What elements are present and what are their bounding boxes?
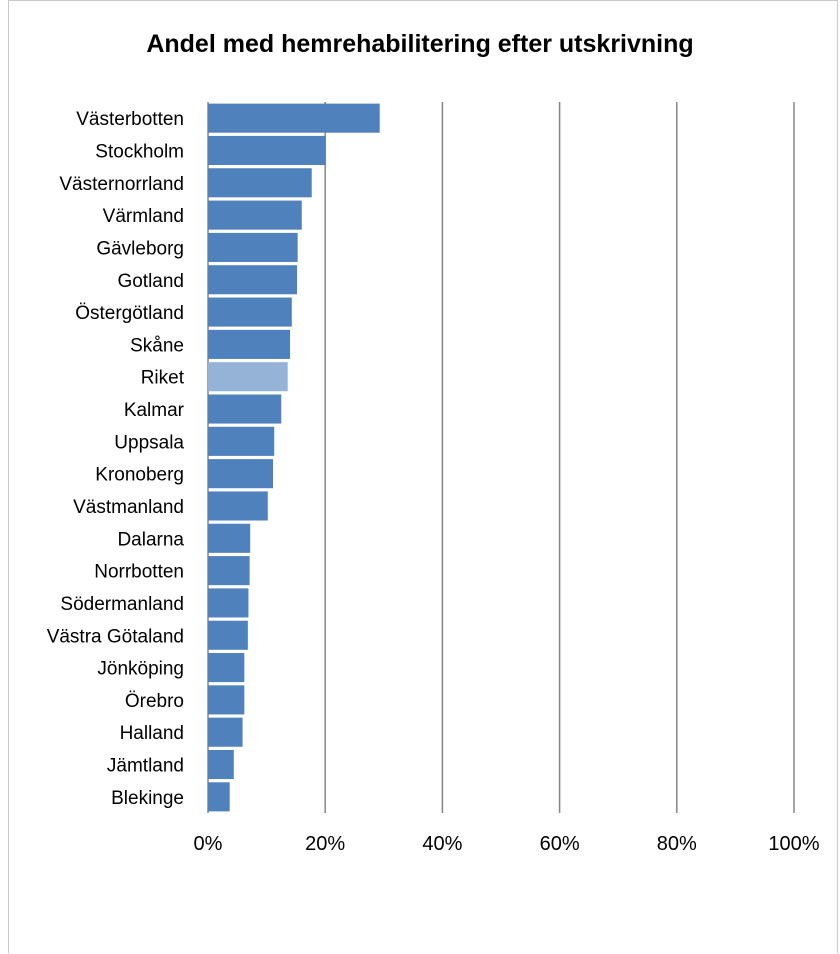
bar	[208, 297, 292, 327]
category-label: Skåne	[130, 335, 184, 356]
bar	[208, 394, 282, 424]
bar	[208, 329, 291, 359]
x-tick-label: 60%	[540, 833, 580, 855]
x-tick-label: 100%	[768, 833, 819, 855]
category-label: Norrbotten	[94, 562, 184, 583]
category-labels: Västerbotten Stockholm Västernorrland Värml…	[47, 109, 185, 809]
x-tick-label: 0%	[194, 833, 223, 855]
chart-title: Andel med hemrehabilitering efter utskri…	[146, 30, 694, 58]
category-label: Södermanland	[60, 594, 184, 615]
category-label: Halland	[120, 723, 184, 744]
bar	[208, 620, 248, 650]
bar	[208, 491, 268, 521]
category-label: Riket	[141, 368, 185, 389]
bar	[208, 588, 249, 618]
category-label: Dalarna	[117, 529, 184, 550]
bar	[208, 200, 302, 230]
bar	[208, 135, 326, 166]
bar	[208, 426, 275, 456]
bar	[208, 749, 234, 780]
bar	[208, 265, 298, 295]
x-tick-label: 40%	[422, 833, 462, 855]
category-label: Västra Götaland	[47, 626, 184, 647]
bar	[208, 168, 312, 198]
x-tick-label: 20%	[305, 833, 345, 855]
category-label: Gävleborg	[96, 238, 184, 259]
category-label: Stockholm	[95, 141, 184, 162]
x-tick-labels: 0% 20% 40% 60% 80% 100%	[194, 833, 820, 855]
bar	[208, 782, 230, 812]
bar	[208, 717, 243, 747]
bar	[208, 653, 245, 683]
category-label: Kronoberg	[95, 465, 184, 486]
bars	[208, 103, 380, 812]
category-label: Värmland	[103, 206, 184, 227]
bar	[208, 459, 274, 489]
bar	[208, 103, 380, 133]
category-label: Jämtland	[107, 756, 184, 777]
category-label: Blekinge	[111, 788, 184, 809]
category-label: Uppsala	[114, 432, 184, 453]
x-tick-label: 80%	[657, 833, 697, 855]
category-label: Östergötland	[75, 303, 184, 324]
bar	[208, 232, 298, 262]
category-label: Örebro	[125, 691, 184, 712]
category-label: Kalmar	[124, 400, 185, 421]
category-label: Västmanland	[73, 497, 184, 518]
category-label: Gotland	[117, 271, 184, 292]
bar	[208, 523, 251, 553]
bar	[208, 685, 245, 715]
category-label: Västerbotten	[76, 109, 184, 130]
category-label: Västernorrland	[59, 174, 184, 195]
category-label: Jönköping	[97, 659, 184, 680]
chart-frame	[8, 0, 838, 953]
bar	[208, 556, 250, 586]
bar	[208, 362, 288, 392]
